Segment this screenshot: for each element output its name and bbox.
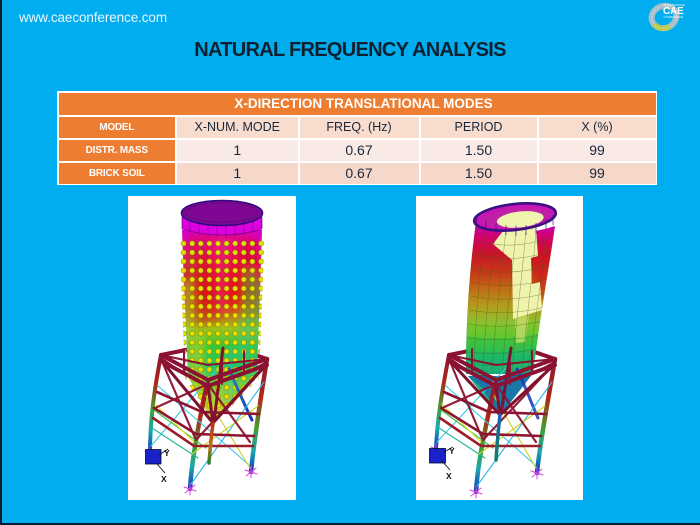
svg-text:X: X — [161, 474, 167, 484]
svg-text:X: X — [446, 471, 452, 481]
svg-text:CAE: CAE — [663, 6, 684, 17]
svg-text:Y: Y — [164, 448, 170, 458]
svg-text:INTERNATIONAL: INTERNATIONAL — [664, 3, 687, 7]
svg-text:CONFERENCE: CONFERENCE — [664, 15, 684, 19]
svg-text:Y: Y — [449, 446, 455, 456]
